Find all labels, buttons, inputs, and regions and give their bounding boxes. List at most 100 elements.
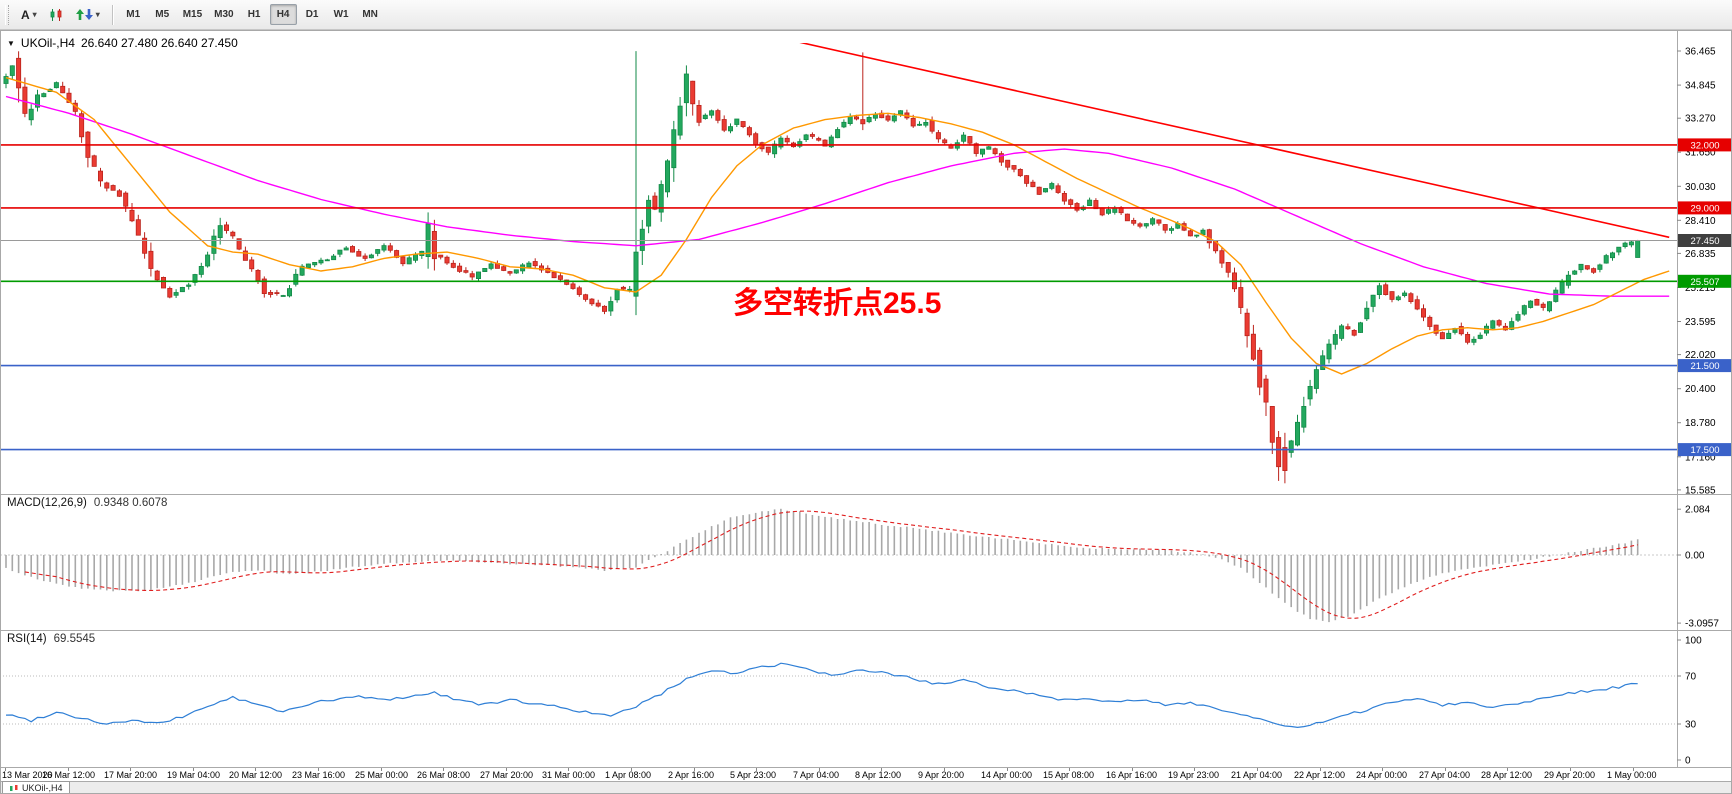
time-axis-tick	[506, 768, 507, 771]
time-axis-tick	[443, 768, 444, 771]
chart-type-button[interactable]	[43, 3, 70, 26]
time-axis-label: 5 Apr 23:00	[730, 770, 777, 780]
time-axis-tick	[1570, 768, 1571, 771]
svg-text:36.465: 36.465	[1685, 47, 1716, 58]
toolbar-grip[interactable]	[5, 4, 9, 25]
time-axis-label: 25 Mar 00:00	[355, 770, 409, 780]
macd-signal-line	[24, 510, 1638, 619]
timeframe-button-m30[interactable]: M30	[209, 4, 238, 25]
macd-panel-canvas[interactable]: 2.084 0.00 -3.0957	[0, 494, 1732, 630]
svg-text:21.500: 21.500	[1690, 361, 1719, 372]
timeframe-button-m5[interactable]: M5	[149, 4, 176, 25]
svg-text:-3.0957: -3.0957	[1685, 619, 1719, 630]
dropdown-arrow-icon: ▾	[32, 9, 37, 19]
time-axis-label: 26 Mar 08:00	[417, 770, 471, 780]
up-down-arrows-icon	[75, 9, 93, 20]
time-axis-label: 29 Apr 20:00	[1544, 770, 1596, 780]
svg-text:28.410: 28.410	[1685, 216, 1716, 227]
time-axis-label: 27 Mar 20:00	[480, 770, 534, 780]
time-axis-label: 22 Apr 12:00	[1294, 770, 1346, 780]
timeframe-button-d1[interactable]: D1	[299, 4, 326, 25]
descending-trendline	[799, 43, 1670, 239]
svg-text:34.845: 34.845	[1685, 81, 1716, 92]
time-axis-label: 27 Apr 04:00	[1419, 770, 1471, 780]
time-axis-label: 1 Apr 08:00	[605, 770, 652, 780]
svg-text:29.000: 29.000	[1690, 203, 1719, 214]
time-axis-label: 21 Apr 04:00	[1231, 770, 1283, 780]
timeframe-button-m1[interactable]: M1	[120, 4, 147, 25]
time-axis-tick	[756, 768, 757, 771]
time-axis-label: 2 Apr 16:00	[668, 770, 715, 780]
horizontal-levels-layer	[0, 144, 1677, 451]
time-axis-tick	[255, 768, 256, 771]
cursor-tools-button[interactable]: ▾	[70, 3, 106, 26]
time-axis-tick	[193, 768, 194, 771]
macd-values: 0.9348 0.6078	[93, 497, 168, 509]
time-axis-tick	[5, 768, 6, 771]
svg-text:15.585: 15.585	[1685, 485, 1716, 494]
time-axis-label: 7 Apr 04:00	[793, 770, 840, 780]
time-axis-tick	[568, 768, 569, 771]
time-axis-tick	[1194, 768, 1195, 771]
time-axis-label: 19 Apr 23:00	[1168, 770, 1220, 780]
time-axis-tick	[1507, 768, 1508, 771]
chart-menu-arrow-icon[interactable]: ▼	[7, 38, 15, 48]
svg-text:30.030: 30.030	[1685, 182, 1716, 193]
time-axis-label: 15 Apr 08:00	[1043, 770, 1095, 780]
rsi-value: 69.5545	[53, 633, 96, 645]
time-axis-label: 23 Mar 16:00	[292, 770, 346, 780]
svg-text:17.160: 17.160	[1685, 452, 1716, 463]
time-axis-tick	[68, 768, 69, 771]
time-axis-tick	[944, 768, 945, 771]
svg-text:20.400: 20.400	[1685, 384, 1716, 395]
time-axis-label: 16 Apr 16:00	[1106, 770, 1158, 780]
svg-text:70: 70	[1685, 672, 1697, 683]
timeframe-button-mn[interactable]: MN	[357, 4, 384, 25]
timeframe-button-h1[interactable]: H1	[241, 4, 268, 25]
svg-text:0: 0	[1685, 756, 1691, 767]
svg-text:31.650: 31.650	[1685, 148, 1716, 159]
svg-text:27.450: 27.450	[1690, 236, 1719, 247]
time-axis-tick	[318, 768, 319, 771]
timeframe-button-h4[interactable]: H4	[269, 4, 297, 25]
svg-text:17.500: 17.500	[1690, 445, 1719, 456]
time-axis-tick	[631, 768, 632, 771]
macd-label: MACD(12,26,9)	[7, 497, 87, 509]
time-axis-tick	[1445, 768, 1446, 771]
main-chart-canvas[interactable]: 36.465 34.845 33.270 31.650 30.030 28.410 26.8…	[0, 31, 1732, 494]
time-axis-label: 8 Apr 12:00	[855, 770, 902, 780]
chart-tab-label: UKOil-,H4	[22, 783, 63, 793]
timeframe-button-m15[interactable]: M15	[178, 4, 207, 25]
timeframe-button-w1[interactable]: W1	[328, 4, 355, 25]
time-axis[interactable]: 13 Mar 2020 16 Mar 12:00 17 Mar 20:00 19 Ma…	[0, 767, 1732, 781]
time-axis-label: 31 Mar 00:00	[542, 770, 596, 780]
rsi-panel-canvas[interactable]: 100 70 30 0	[0, 630, 1732, 767]
rsi-line	[5, 662, 1638, 729]
svg-text:23.595: 23.595	[1685, 317, 1716, 328]
dropdown-arrow-icon: ▾	[95, 9, 100, 19]
svg-text:25.215: 25.215	[1685, 283, 1716, 294]
chart-tab[interactable]: UKOil-,H4	[2, 781, 70, 794]
svg-text:26.835: 26.835	[1685, 249, 1716, 260]
time-axis-tick	[881, 768, 882, 771]
time-axis-label: 13 Mar 2020	[2, 770, 53, 780]
macd-label-row: MACD(12,26,9) 0.9348 0.6078	[7, 497, 167, 509]
status-bar: UKOil-,H4	[0, 781, 1732, 794]
toolbar-separator	[111, 4, 113, 25]
rsi-label: RSI(14)	[7, 633, 47, 645]
chart-ohlc: 26.640 27.480 26.640 27.450	[80, 36, 238, 50]
ma-slow-line	[5, 95, 1670, 297]
chart-annotation[interactable]: 多空转折点25.5	[733, 287, 942, 320]
chart-symbol-period: UKOil-,H4	[20, 36, 75, 50]
time-axis-label: 16 Mar 12:00	[42, 770, 96, 780]
time-axis-label: 24 Apr 00:00	[1356, 770, 1408, 780]
svg-text:32.000: 32.000	[1690, 140, 1719, 151]
svg-text:30: 30	[1685, 720, 1697, 731]
time-axis-label: 20 Mar 12:00	[229, 770, 283, 780]
text-tool-button[interactable]: A ▾	[15, 3, 43, 26]
svg-text:0.00: 0.00	[1685, 551, 1705, 562]
time-axis-tick	[381, 768, 382, 771]
time-axis-label: 19 Mar 04:00	[167, 770, 221, 780]
time-axis-tick	[1320, 768, 1321, 771]
toolbar: A ▾ ▾ M1 M5 M15 M30 H1 H4 D1 W1 MN	[0, 0, 1732, 30]
